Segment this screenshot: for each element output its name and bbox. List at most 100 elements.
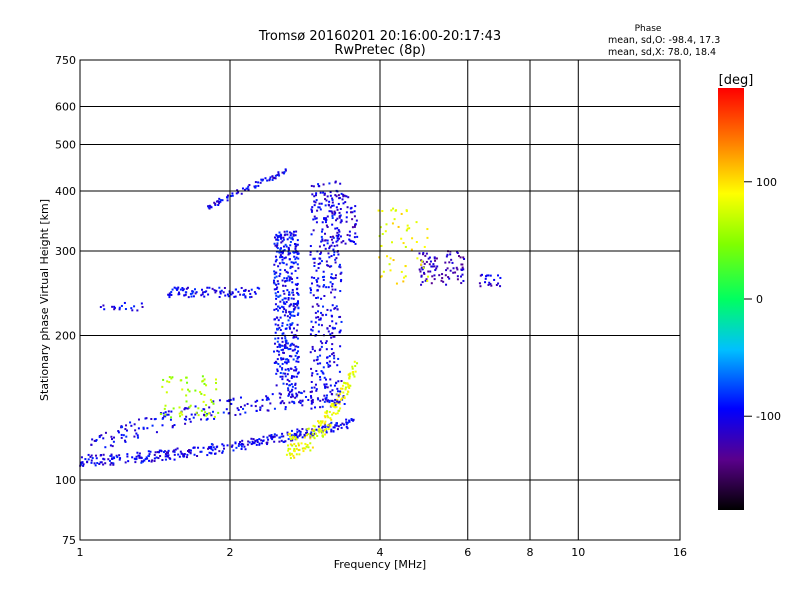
data-point [202,291,205,294]
data-point [315,316,318,319]
data-point [336,308,339,311]
data-point [326,264,329,267]
data-point [354,205,357,208]
data-point [150,417,153,420]
data-point [142,460,145,463]
data-point [248,441,251,444]
data-point [334,181,337,184]
data-point [216,200,219,203]
colorbar-tick-label: -100 [756,410,781,423]
data-point [201,375,204,378]
data-point [110,453,113,456]
data-point [241,187,244,190]
data-point [275,288,278,291]
data-point [136,434,139,437]
data-point [293,432,296,435]
data-point [408,227,411,230]
data-point [286,279,289,282]
data-point [289,234,292,237]
data-point [280,358,283,361]
data-point [181,287,184,290]
data-point [315,296,318,299]
data-point [100,461,103,464]
data-point [321,342,324,345]
data-point [269,402,272,405]
data-point [317,296,320,299]
data-point [248,183,251,186]
data-point [325,427,328,430]
data-point [342,423,345,426]
data-point [425,260,428,263]
data-point [291,444,294,447]
data-point [111,445,114,448]
data-point [282,372,285,375]
data-point [315,280,318,283]
data-point [319,340,322,343]
data-point [319,252,322,255]
data-point [332,426,335,429]
data-point [179,288,182,291]
data-point [138,454,141,457]
data-point [208,205,211,208]
data-point [345,195,348,198]
data-point [324,397,327,400]
data-point [338,230,341,233]
data-point [298,453,301,456]
data-point [171,288,174,291]
data-point [290,383,293,386]
data-point [432,263,435,266]
data-point [460,263,463,266]
data-point [273,276,276,279]
data-point [141,305,144,308]
data-point [291,265,294,268]
data-point [110,457,113,460]
data-point [192,446,195,449]
data-point [277,324,280,327]
data-point [355,219,358,222]
data-point [311,432,314,435]
data-point [294,445,297,448]
data-point [277,295,280,298]
data-point [187,449,190,452]
data-point [282,351,285,354]
data-point [234,295,237,298]
data-point [325,412,328,415]
data-point [214,204,217,207]
data-point [210,206,213,209]
data-point [276,346,279,349]
data-point [335,305,338,308]
data-point [289,240,292,243]
data-point [284,361,287,364]
data-point [325,348,328,351]
data-point [328,360,331,363]
data-point [334,227,337,230]
data-point [188,450,191,453]
phase-o-stats: mean, sd,O: -98.4, 17.3 [608,35,720,46]
data-point [232,398,235,401]
data-point [160,450,163,453]
data-point [256,399,259,402]
data-point [286,233,289,236]
data-point [331,285,334,288]
data-point [163,451,166,454]
data-point [331,343,334,346]
data-point [185,400,188,403]
data-point [310,210,313,213]
data-point [168,292,171,295]
data-point [284,309,287,312]
data-point [295,230,298,233]
data-point [340,241,343,244]
data-point [335,195,338,198]
data-point [284,297,287,300]
data-point [316,434,319,437]
data-point [297,257,300,260]
data-point [288,355,291,358]
data-point [278,231,281,234]
data-point [292,262,295,265]
data-point [313,430,316,433]
data-point [206,417,209,420]
data-point [279,365,282,368]
data-point [124,461,127,464]
data-point [343,397,346,400]
